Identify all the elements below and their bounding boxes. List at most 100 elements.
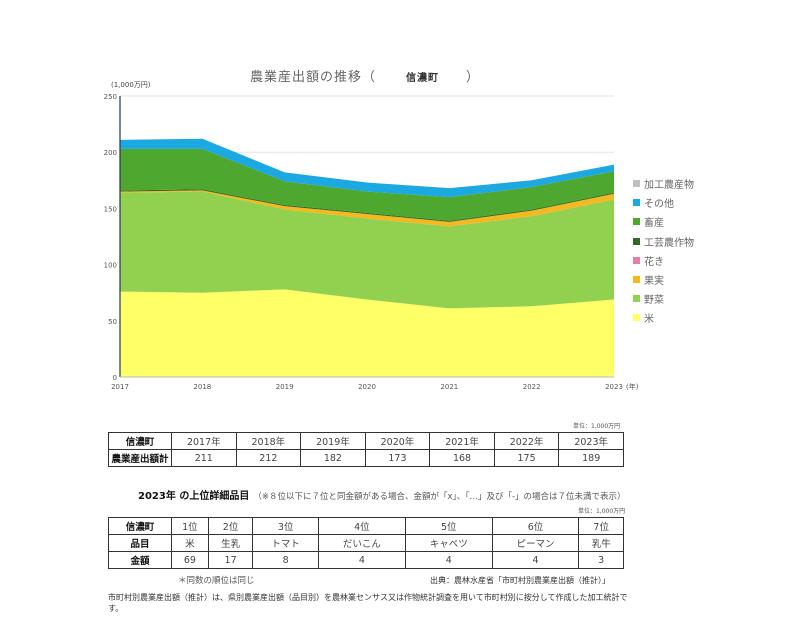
- item-cell: 生乳: [207, 534, 254, 552]
- item-cell: ピーマン: [491, 534, 580, 552]
- legend-swatch-icon: [633, 295, 640, 303]
- rank-cell: 3位: [252, 517, 320, 535]
- x-tick-label: 2020: [358, 383, 376, 391]
- ranking-title-text: 2023年 の上位詳細品目: [138, 491, 250, 502]
- rank-cell: 4位: [318, 517, 406, 535]
- footnote: 市町村別農業産出額（推計）は、県別農業産出額（品目別）を農林業センサス又は作物統…: [108, 593, 628, 613]
- amount-cell: 8: [252, 551, 320, 569]
- legend-label: 米: [644, 314, 654, 326]
- ranking-header-label: 信濃町: [108, 517, 172, 535]
- year-cell: 2023年: [558, 432, 624, 450]
- amount-cell: 4: [404, 551, 493, 569]
- chart-title-text: 農業産出額の推移（: [250, 70, 377, 85]
- legend-label: 加工農産物: [644, 180, 694, 192]
- legend-swatch-icon: [633, 218, 640, 226]
- total-value: 211: [171, 449, 237, 467]
- legend-item: 果実: [633, 270, 694, 289]
- total-value: 189: [558, 449, 624, 467]
- legend-label: 工芸農作物: [644, 237, 694, 249]
- legend-item: 花き: [633, 251, 694, 270]
- legend-label: 花き: [644, 256, 664, 268]
- total-value: 212: [235, 449, 302, 467]
- item-row: 品目 米 生乳 トマト だいこん キャベツ ピーマン 乳牛: [108, 534, 624, 552]
- totals-row-label: 農業産出額計: [108, 449, 172, 467]
- chart-title-close: ）: [466, 70, 481, 85]
- legend-item: 畜産: [633, 212, 694, 231]
- amount-cell: 17: [207, 551, 254, 569]
- total-value: 182: [300, 449, 366, 467]
- legend-swatch-icon: [633, 180, 640, 188]
- totals-header-row: 信濃町 2017年 2018年 2019年 2020年 2021年 2022年 …: [108, 432, 624, 450]
- y-tick-label: 250: [104, 93, 117, 101]
- rank-cell: 1位: [171, 517, 209, 535]
- amount-cell: 69: [171, 551, 209, 569]
- total-value: 168: [429, 449, 495, 467]
- area-series: [120, 190, 614, 227]
- stacked-area-chart: 0 50 100 150 200 250 2017 2018 2019 2020 2021 2022 2…: [104, 93, 639, 391]
- legend-swatch-icon: [633, 237, 640, 245]
- rank-cell: 6位: [491, 517, 580, 535]
- legend-item: 米: [633, 308, 694, 327]
- legend-swatch-icon: [633, 276, 640, 284]
- legend-item: 加工農産物: [633, 174, 694, 193]
- ranking-title: 2023年 の上位詳細品目 （※８位以下に７位と同金額がある場合、金額が「x」、「…: [138, 487, 626, 502]
- year-cell: 2020年: [364, 432, 431, 450]
- chart-title: 農業産出額の推移（ 信濃町 ）: [250, 66, 480, 85]
- item-cell: だいこん: [318, 534, 406, 552]
- x-tick-label: 2023: [605, 383, 623, 391]
- totals-unit: 単位：1,000万円: [573, 423, 621, 430]
- amount-cell: 3: [578, 551, 624, 569]
- totals-value-row: 農業産出額計 211 212 182 173 168 175 189: [108, 449, 624, 467]
- total-value: 175: [493, 449, 560, 467]
- area-series: [120, 191, 614, 309]
- source-citation: 出典：農林水産省「市町村別農業産出額（推計）」: [430, 576, 610, 585]
- same-rank-note: ＊同数の順位は同じ: [178, 576, 255, 586]
- amount-row-label: 金額: [108, 551, 172, 569]
- x-tick-label: 2017: [111, 383, 129, 391]
- ranking-table: 信濃町 1位 2位 3位 4位 5位 6位 7位 品目 米 生乳 トマト だいこ…: [108, 517, 624, 569]
- area-series: [120, 189, 614, 222]
- item-cell: 乳牛: [578, 534, 624, 552]
- year-cell: 2022年: [493, 432, 560, 450]
- y-tick-label: 100: [104, 262, 117, 270]
- item-cell: トマト: [252, 534, 320, 552]
- legend-swatch-icon: [633, 314, 640, 322]
- legend-swatch-icon: [633, 256, 640, 264]
- y-tick-label: 0: [113, 374, 117, 382]
- chart-town-name: 信濃町: [406, 73, 440, 84]
- year-cell: 2018年: [235, 432, 302, 450]
- amount-row: 金額 69 17 8 4 4 4 3: [108, 551, 624, 569]
- area-series: [120, 148, 614, 221]
- year-cell: 2017年: [171, 432, 237, 450]
- amount-cell: 4: [491, 551, 580, 569]
- rank-cell: 2位: [207, 517, 254, 535]
- legend-label: 果実: [644, 276, 664, 288]
- ranking-note: （※８位以下に７位と同金額がある場合、金額が「x」、「…」及び「-」の場合は７位…: [253, 492, 626, 502]
- area-series: [120, 138, 614, 198]
- legend-label: その他: [644, 199, 674, 211]
- legend-item: その他: [633, 193, 694, 212]
- amount-cell: 4: [318, 551, 406, 569]
- y-tick-label: 200: [104, 149, 117, 157]
- item-cell: 米: [171, 534, 209, 552]
- y-tick-label: 50: [108, 318, 117, 326]
- rank-cell: 5位: [404, 517, 493, 535]
- area-series: [120, 289, 614, 377]
- totals-table: 信濃町 2017年 2018年 2019年 2020年 2021年 2022年 …: [108, 432, 624, 467]
- ranking-unit: 単位：1,000万円: [578, 508, 626, 515]
- legend-item: 工芸農作物: [633, 232, 694, 251]
- item-row-label: 品目: [108, 534, 172, 552]
- year-cell: 2019年: [300, 432, 366, 450]
- x-tick-label: 2021: [440, 383, 458, 391]
- rank-cell: 7位: [578, 517, 624, 535]
- year-cell: 2021年: [429, 432, 495, 450]
- x-tick-label: 2019: [276, 383, 294, 391]
- legend-item: 野菜: [633, 289, 694, 308]
- item-cell: キャベツ: [404, 534, 493, 552]
- x-axis-unit: (年): [626, 382, 639, 391]
- y-tick-label: 150: [104, 205, 117, 213]
- legend-label: 畜産: [644, 218, 664, 230]
- total-value: 173: [364, 449, 431, 467]
- totals-header-label: 信濃町: [108, 432, 172, 450]
- x-tick-label: 2022: [523, 383, 541, 391]
